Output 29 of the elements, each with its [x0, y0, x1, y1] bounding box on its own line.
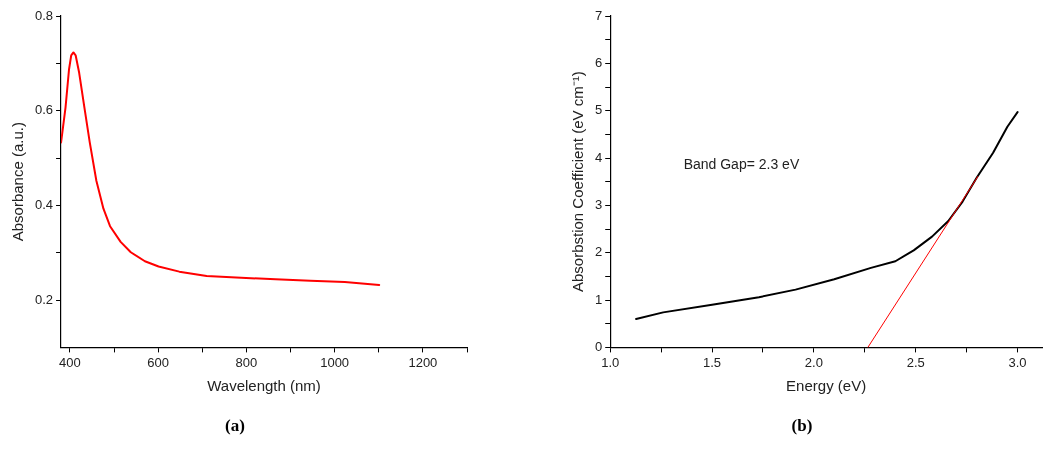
x-tick-label: 400 [59, 354, 81, 370]
x-tick-label: 1200 [408, 354, 438, 370]
x-axis-title: Wavelength (nm) [207, 377, 321, 395]
x-tick-label: 800 [235, 354, 258, 370]
x-axis-title: Energy (eV) [786, 377, 867, 395]
y-tick-label: 0 [595, 338, 603, 354]
x-tick-label: 1000 [320, 354, 350, 370]
y-tick-label: 0.8 [34, 7, 54, 23]
x-tick-label: 2.0 [804, 354, 823, 370]
y-tick-label: 0.4 [34, 196, 54, 212]
y-tick-label: 3 [595, 196, 603, 212]
y-axis-title: Absorbstion Coefficient (eV cm⁻¹) [569, 71, 587, 293]
x-tick-label: 1.5 [703, 354, 722, 370]
y-axis-title: Absorbance (a.u.) [9, 122, 27, 242]
x-tick-label: 2.5 [906, 354, 925, 370]
y-tick-label: 0.6 [34, 102, 54, 118]
x-tick-label: 3.0 [1008, 354, 1027, 370]
y-tick-label: 0.2 [34, 291, 54, 307]
y-tick-label: 6 [595, 54, 603, 70]
x-tick-label: 1.0 [601, 354, 620, 370]
text: (a) [224, 416, 246, 436]
x-tick-label: 600 [147, 354, 169, 370]
y-tick-label: 1 [595, 291, 603, 307]
y-tick-label: 2 [595, 244, 603, 260]
y-tick-label: 5 [595, 102, 603, 118]
annotation: Band Gap= 2.3 eV [683, 155, 800, 172]
y-tick-label: 7 [595, 7, 603, 23]
y-tick-label: 4 [595, 149, 603, 165]
text: (b) [790, 416, 814, 436]
